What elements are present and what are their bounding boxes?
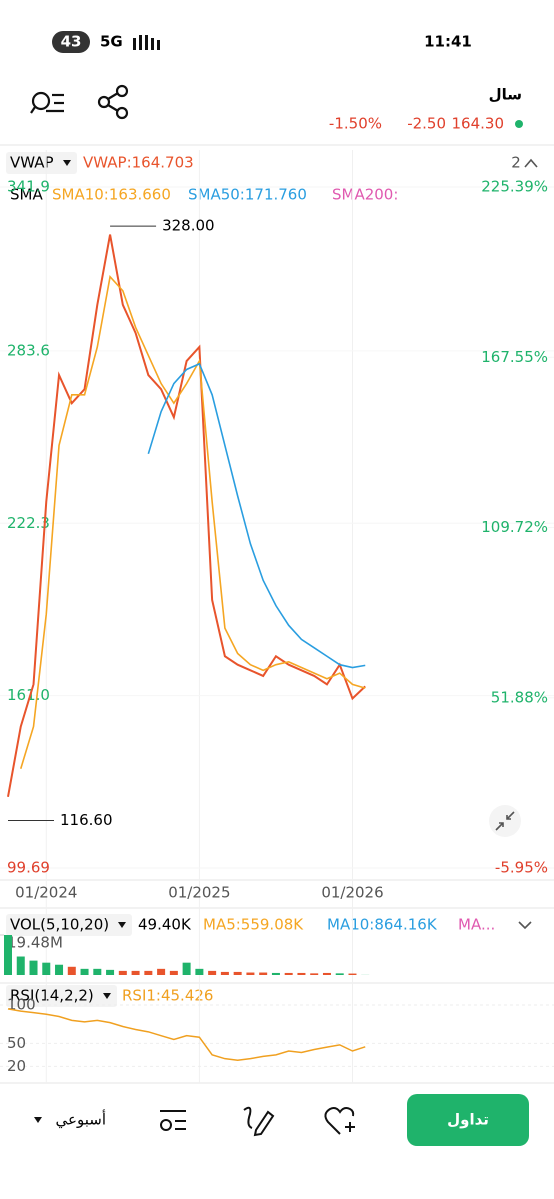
share-icon[interactable] — [97, 84, 129, 120]
y-tick-label: 341.9 — [7, 178, 50, 196]
volume-bar — [144, 970, 153, 975]
volume-bar — [271, 972, 280, 975]
volume-bar — [348, 973, 357, 975]
sma-line — [19, 274, 366, 769]
period-selector[interactable]: أسبوعي — [56, 1110, 106, 1130]
vwap-value: VWAP:164.703 — [83, 154, 194, 172]
volume-bar — [335, 973, 344, 975]
price: 164.30 — [452, 115, 505, 133]
clock: 11:41 — [424, 33, 472, 51]
x-tick-label: 01/2026 — [321, 884, 383, 902]
trade-label[interactable]: تداول — [447, 1111, 489, 1129]
y2-tick-label: 109.72% — [481, 518, 548, 536]
y-tick-label: 283.6 — [7, 341, 50, 359]
fit-icon[interactable] — [489, 805, 521, 837]
y-tick-label: 99.69 — [7, 859, 50, 877]
volume-bar — [220, 971, 229, 975]
volume-bar — [322, 972, 331, 975]
volume-bar — [208, 970, 217, 975]
volume-bar — [118, 970, 127, 975]
panes-count[interactable]: 2 — [511, 154, 521, 172]
volume-bar — [195, 968, 204, 975]
vwap-selector[interactable] — [6, 152, 77, 174]
watchlist-icon[interactable] — [324, 1107, 355, 1135]
volume-bar — [42, 962, 51, 975]
x-tick-label: 01/2024 — [15, 884, 77, 902]
dropdown-caret — [34, 1117, 42, 1123]
battery: 43 — [61, 33, 82, 51]
indicators-icon[interactable] — [160, 1110, 186, 1131]
volume-bar — [131, 970, 140, 975]
rsi-last: RSI1:45.426 — [122, 987, 213, 1005]
annotation-label: 116.60 — [60, 811, 113, 829]
dropdown-caret — [63, 160, 71, 166]
volume-bar — [55, 964, 64, 975]
volume-bar — [259, 972, 268, 975]
signal — [133, 35, 160, 50]
volume-bar — [310, 973, 319, 975]
y2-tick-label: -5.95% — [495, 859, 548, 877]
volume-bar — [29, 960, 38, 975]
draw-icon[interactable] — [243, 1106, 275, 1137]
rsi-tick-label: 50 — [7, 1034, 26, 1052]
rsi-tick-label: 20 — [7, 1057, 26, 1075]
price-line — [7, 234, 366, 798]
plots: 01/2024 01/2025 01/2026 341.9 283.6 222.3 161.… — [0, 150, 554, 1083]
stock-title: سال — [489, 86, 522, 104]
volume-bar — [297, 972, 306, 975]
volume-bar — [246, 972, 255, 975]
sma-line — [147, 362, 366, 669]
y2-tick-label: 51.88% — [491, 688, 548, 706]
dropdown-caret — [103, 993, 111, 999]
trade-button[interactable] — [407, 1094, 529, 1146]
sma50: SMA50:171.760 — [188, 186, 307, 204]
volume-bar — [169, 970, 178, 975]
volume-bar — [16, 956, 25, 975]
vwap-name[interactable]: VWAP — [10, 154, 54, 172]
y2-tick-label: 225.39% — [481, 178, 548, 196]
rsi-tick-label: 100 — [7, 996, 36, 1014]
sma10: SMA10:163.660 — [52, 186, 171, 204]
vol-ma20: MA... — [458, 916, 495, 934]
dropdown-caret — [118, 922, 126, 928]
rsi-title[interactable]: RSI(14,2,2) — [10, 987, 94, 1005]
volume-bar — [182, 962, 191, 975]
sma-name: SMA — [10, 186, 43, 204]
volume-bar — [233, 971, 242, 975]
volume-bar — [4, 935, 12, 975]
y2-tick-label: 167.55% — [481, 348, 548, 366]
annotation-label: 328.00 — [162, 217, 215, 235]
live-dot — [515, 120, 523, 128]
change-percent: -1.50% — [329, 115, 382, 133]
expand-caret[interactable] — [518, 921, 532, 930]
rsi-selector[interactable] — [6, 985, 117, 1007]
volume-bar — [106, 969, 115, 975]
collapse-caret[interactable] — [524, 158, 538, 168]
y-tick-label: 161.0 — [7, 686, 50, 704]
vol-last: 49.40K — [138, 916, 192, 934]
rsi-line — [7, 1008, 366, 1061]
battery-pill — [52, 31, 90, 53]
y-tick-label: 222.3 — [7, 514, 50, 532]
network: 5G — [100, 33, 123, 51]
sma200: SMA200: — [332, 186, 398, 204]
vol-title[interactable]: VOL(5,10,20) — [10, 916, 109, 934]
volume-bar — [80, 968, 89, 975]
volume-bar — [284, 972, 293, 975]
x-tick-label: 01/2025 — [168, 884, 230, 902]
search-list-icon[interactable] — [30, 91, 64, 114]
volume-bar — [93, 968, 102, 975]
vol-ma5: MA5:559.08K — [203, 916, 304, 934]
vol-ma10: MA10:864.16K — [327, 916, 438, 934]
change: -2.50 — [407, 115, 446, 133]
vol-tick-label: 19.48M — [7, 934, 63, 952]
vol-selector[interactable] — [6, 914, 132, 936]
volume-bar — [67, 966, 76, 975]
volume-bar — [157, 968, 166, 975]
